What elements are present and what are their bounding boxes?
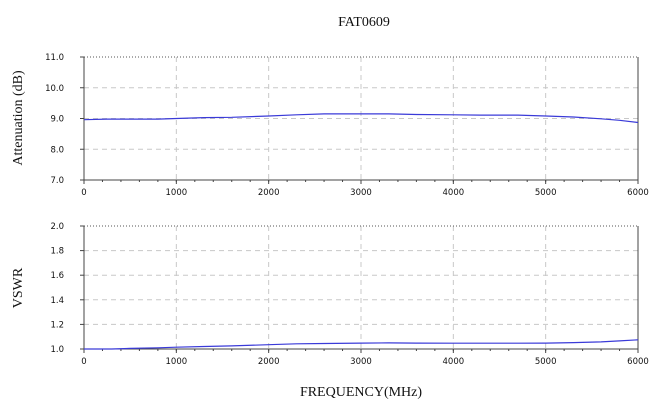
attenuation-panel: 0 1000 2000 3000 4000 5000 6000 7.0 8.0 9.0 10.0 11… [45, 53, 649, 198]
y-tick-label: 1.6 [50, 271, 64, 281]
x-tick-label: 0 [81, 357, 86, 367]
vswr-panel: 0 1000 2000 3000 4000 5000 6000 1.0 1.2 1.4 1.6 1.8… [50, 222, 648, 367]
vswr-series-line [84, 339, 639, 350]
y-tick-label: 1.8 [50, 247, 64, 257]
chart-title: FAT0609 [338, 15, 390, 30]
x-tick-label: 2000 [258, 357, 280, 367]
x-tick-label: 5000 [535, 188, 557, 198]
y-tick-label: 1.0 [50, 345, 64, 355]
attenuation-series-line [83, 113, 639, 124]
x-tick-label: 4000 [443, 357, 465, 367]
y-tick-label: 9.0 [50, 115, 64, 125]
y-tick-label: 2.0 [50, 222, 64, 232]
x-tick-label: 3000 [350, 188, 372, 198]
vswr-axis-label: VSWR [11, 267, 26, 308]
x-tick-label: 5000 [535, 357, 557, 367]
x-tick-label: 6000 [627, 188, 649, 198]
frequency-axis-label: FREQUENCY(MHz) [300, 385, 422, 399]
x-tick-label: 0 [81, 188, 86, 198]
x-tick-label: 2000 [258, 188, 280, 198]
y-tick-label: 7.0 [50, 176, 64, 186]
x-tick-label: 1000 [166, 188, 188, 198]
y-tick-label: 1.4 [50, 296, 64, 306]
x-tick-label: 4000 [443, 188, 465, 198]
attenuation-axis-label: Attenuation (dB) [11, 70, 26, 166]
y-tick-label: 1.2 [50, 320, 64, 330]
x-tick-label: 3000 [350, 357, 372, 367]
x-tick-label: 1000 [166, 357, 188, 367]
y-tick-label: 11.0 [45, 53, 64, 63]
y-tick-label: 10.0 [45, 84, 64, 94]
x-tick-label: 6000 [627, 357, 649, 367]
y-tick-label: 8.0 [50, 145, 64, 155]
